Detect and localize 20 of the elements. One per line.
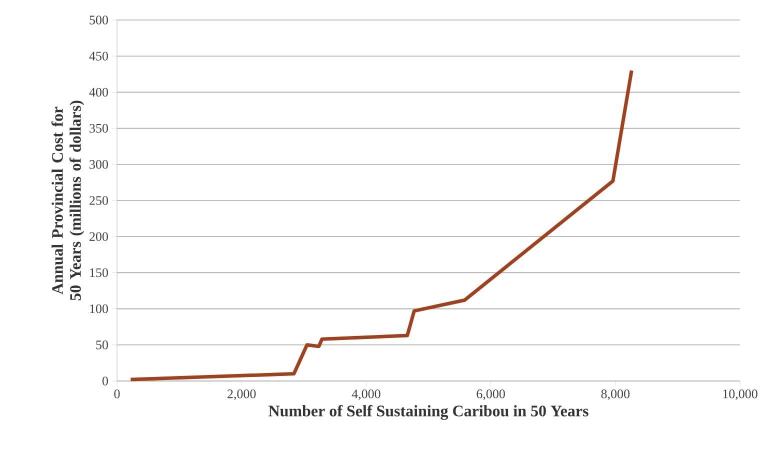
y-tick-label: 150 (90, 268, 108, 278)
y-tick-label: 0 (102, 376, 108, 386)
y-tick-label: 250 (90, 196, 108, 205)
y-tick-label: 400 (89, 88, 108, 97)
x-tick-label: 2,000 (228, 390, 256, 400)
y-tick-label: 100 (90, 304, 108, 314)
y-tick-label: 200 (90, 232, 108, 241)
x-tick-label: 4,000 (352, 390, 380, 400)
x-axis-title: Number of Self Sustaining Caribou in 50 Years (268, 405, 588, 420)
y-tick-label: 450 (89, 52, 108, 60)
x-tick-label: 8,000 (601, 390, 630, 400)
y-tick-label: 50 (96, 340, 108, 350)
y-axis-title: Annual Provincial Cost for 50 Years (millions of dollars) (51, 100, 84, 300)
x-tick-label: 10,000 (723, 390, 758, 400)
x-tick-label: 0 (114, 390, 120, 398)
x-tick-label: 6,000 (476, 390, 505, 400)
y-tick-label: 300 (90, 160, 108, 169)
y-tick-label: 500 (90, 16, 108, 24)
line-series (128, 68, 634, 382)
y-tick-label: 350 (90, 124, 108, 133)
